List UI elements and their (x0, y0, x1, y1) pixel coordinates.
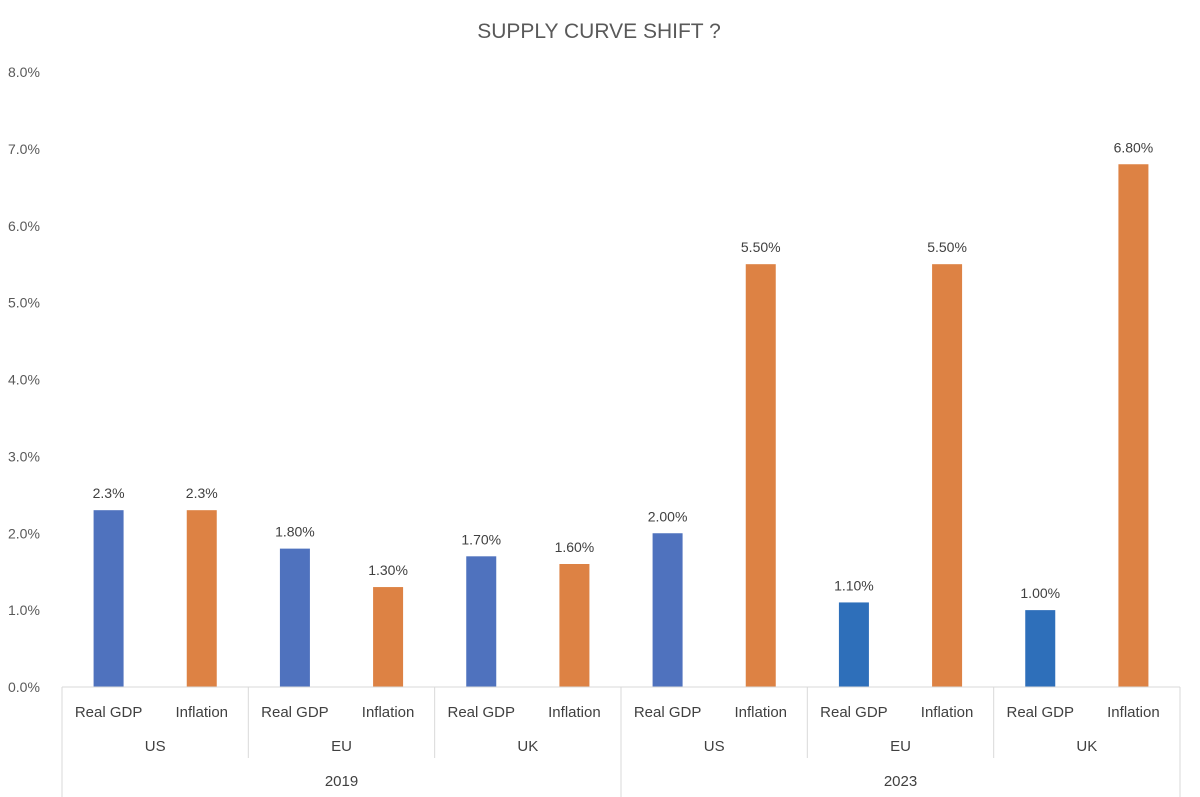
data-label: 2.3% (186, 485, 218, 501)
bar-real-gdp (838, 602, 869, 687)
region-label: US (145, 738, 166, 755)
y-tick-label: 7.0% (8, 141, 40, 157)
y-axis: 0.0% 1.0% 2.0% 3.0% 4.0% 5.0% 6.0% 7.0% 8.0% (8, 64, 40, 695)
category-label: Real GDP (1006, 704, 1074, 721)
chart-title: SUPPLY CURVE SHIFT ? (477, 20, 721, 43)
bars (93, 164, 1149, 687)
bar-real-gdp (652, 533, 683, 687)
category-label: Real GDP (820, 704, 888, 721)
x-axis: Real GDP Inflation Real GDP Inflation Real G… (61, 686, 1181, 797)
y-tick-label: 2.0% (8, 525, 40, 541)
category-label: Inflation (548, 704, 601, 721)
bar-inflation (186, 510, 217, 687)
category-label: Real GDP (75, 704, 143, 721)
bar-inflation (1118, 164, 1149, 687)
y-tick-label: 3.0% (8, 448, 40, 464)
region-label: UK (1076, 738, 1097, 755)
bar-inflation (932, 264, 963, 687)
category-label: Real GDP (261, 704, 329, 721)
y-tick-label: 4.0% (8, 372, 40, 388)
category-label: Real GDP (447, 704, 515, 721)
data-label: 2.00% (648, 508, 688, 524)
region-label: US (704, 738, 725, 755)
category-label: Inflation (175, 704, 228, 721)
bar-inflation (559, 564, 590, 687)
category-label: Real GDP (634, 704, 702, 721)
y-tick-label: 0.0% (8, 679, 40, 695)
data-label: 1.10% (834, 577, 874, 593)
category-label: Inflation (921, 704, 974, 721)
region-label: UK (517, 738, 538, 755)
data-label: 1.70% (461, 531, 501, 547)
y-tick-label: 1.0% (8, 602, 40, 618)
data-label: 1.80% (275, 524, 315, 540)
bar-inflation (745, 264, 776, 687)
region-label: EU (890, 738, 911, 755)
bar-real-gdp (279, 548, 310, 687)
bar-inflation (373, 587, 404, 687)
category-label: Inflation (362, 704, 415, 721)
y-tick-label: 8.0% (8, 64, 40, 80)
region-label: EU (331, 738, 352, 755)
category-label: Inflation (1107, 704, 1160, 721)
y-tick-label: 5.0% (8, 295, 40, 311)
bar-real-gdp (93, 510, 124, 687)
data-label: 1.60% (555, 539, 595, 555)
data-label: 6.80% (1114, 139, 1154, 155)
data-label: 1.30% (368, 562, 408, 578)
data-labels: 2.3% 2.3% 1.80% 1.30% 1.70% 1.60% 2.00% 5.50% 1.… (93, 139, 1154, 601)
year-label: 2019 (325, 773, 358, 790)
data-label: 5.50% (927, 239, 967, 255)
y-tick-label: 6.0% (8, 218, 40, 234)
data-label: 5.50% (741, 239, 781, 255)
bar-real-gdp (1025, 610, 1056, 687)
data-label: 1.00% (1020, 585, 1060, 601)
category-label: Inflation (734, 704, 787, 721)
data-label: 2.3% (93, 485, 125, 501)
year-label: 2023 (884, 773, 917, 790)
bar-real-gdp (466, 556, 497, 687)
